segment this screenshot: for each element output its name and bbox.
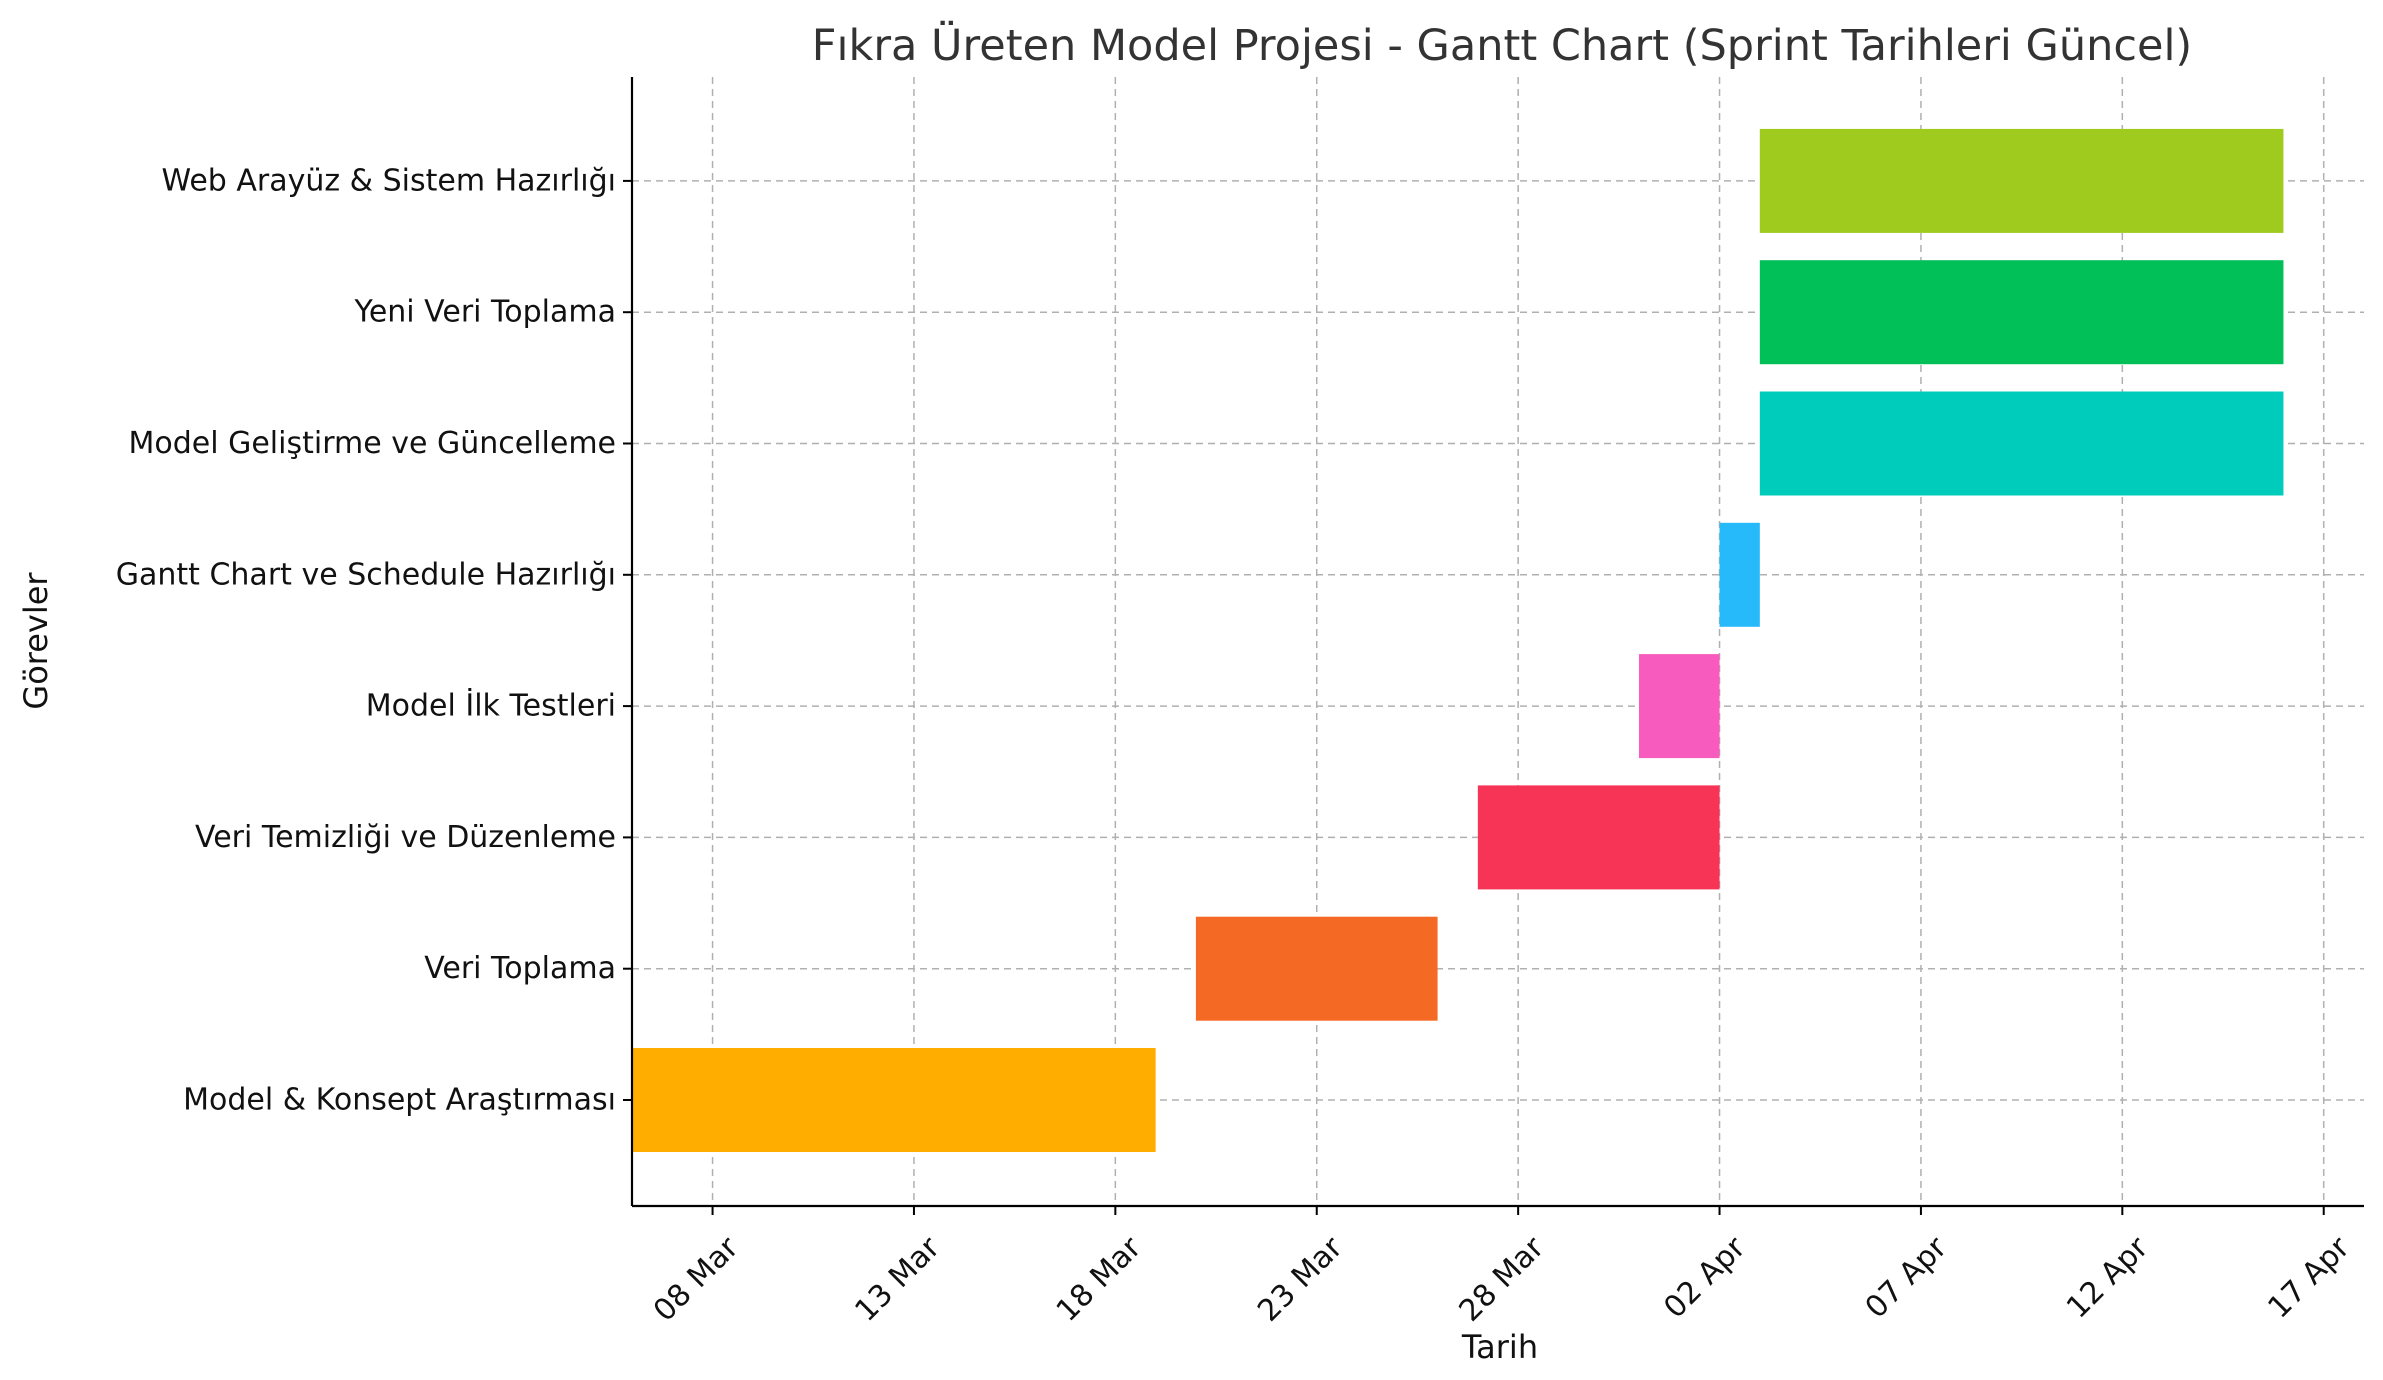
x-ticks: 08 Mar 13 Mar 18 Mar 23 Mar 28 Mar 02 Apr 07 A… xyxy=(647,1206,2357,1329)
gantt-bar xyxy=(1759,128,2284,233)
chart-title: Fıkra Üreten Model Projesi - Gantt Chart… xyxy=(812,20,2192,71)
x-tick-label: 07 Apr xyxy=(1859,1230,1955,1326)
gantt-bar xyxy=(1477,785,1720,890)
x-tick-label: 12 Apr xyxy=(2060,1230,2156,1326)
x-tick-label: 08 Mar xyxy=(647,1230,746,1329)
axes-layer xyxy=(630,77,2364,1208)
x-tick-label: 17 Apr xyxy=(2261,1230,2357,1326)
bars-layer xyxy=(632,128,2284,1152)
x-axis-title: Tarih xyxy=(1461,1328,1538,1366)
grid-layer xyxy=(632,77,2364,1206)
task-label: Model İlk Testleri xyxy=(366,688,616,724)
x-tick-label: 13 Mar xyxy=(848,1230,947,1329)
task-label: Veri Temizliği ve Düzenleme xyxy=(195,820,616,855)
gantt-bar xyxy=(632,1048,1156,1152)
task-label: Web Arayüz & Sistem Hazırlığı xyxy=(161,163,616,198)
x-tick-label: 02 Apr xyxy=(1657,1230,1753,1326)
task-label: Veri Toplama xyxy=(424,951,616,986)
gantt-bar xyxy=(1638,654,1720,759)
gantt-bar xyxy=(1759,260,2284,365)
task-label: Model Geliştirme ve Güncelleme xyxy=(128,426,616,461)
task-label: Model & Konsept Araştırması xyxy=(183,1083,616,1118)
x-tick-label: 28 Mar xyxy=(1453,1230,1552,1329)
task-label: Yeni Veri Toplama xyxy=(354,295,617,330)
x-tick-label: 18 Mar xyxy=(1050,1230,1149,1329)
x-tick-label: 23 Mar xyxy=(1251,1230,1350,1329)
gantt-bar xyxy=(1719,522,1760,627)
gantt-bar xyxy=(1759,391,2284,496)
gantt-bar xyxy=(1195,916,1438,1021)
y-ticks: Model & Konsept Araştırması Veri Toplama V… xyxy=(116,163,632,1118)
y-axis-title: Görevler xyxy=(17,572,55,710)
task-label: Gantt Chart ve Schedule Hazırlığı xyxy=(116,557,616,592)
